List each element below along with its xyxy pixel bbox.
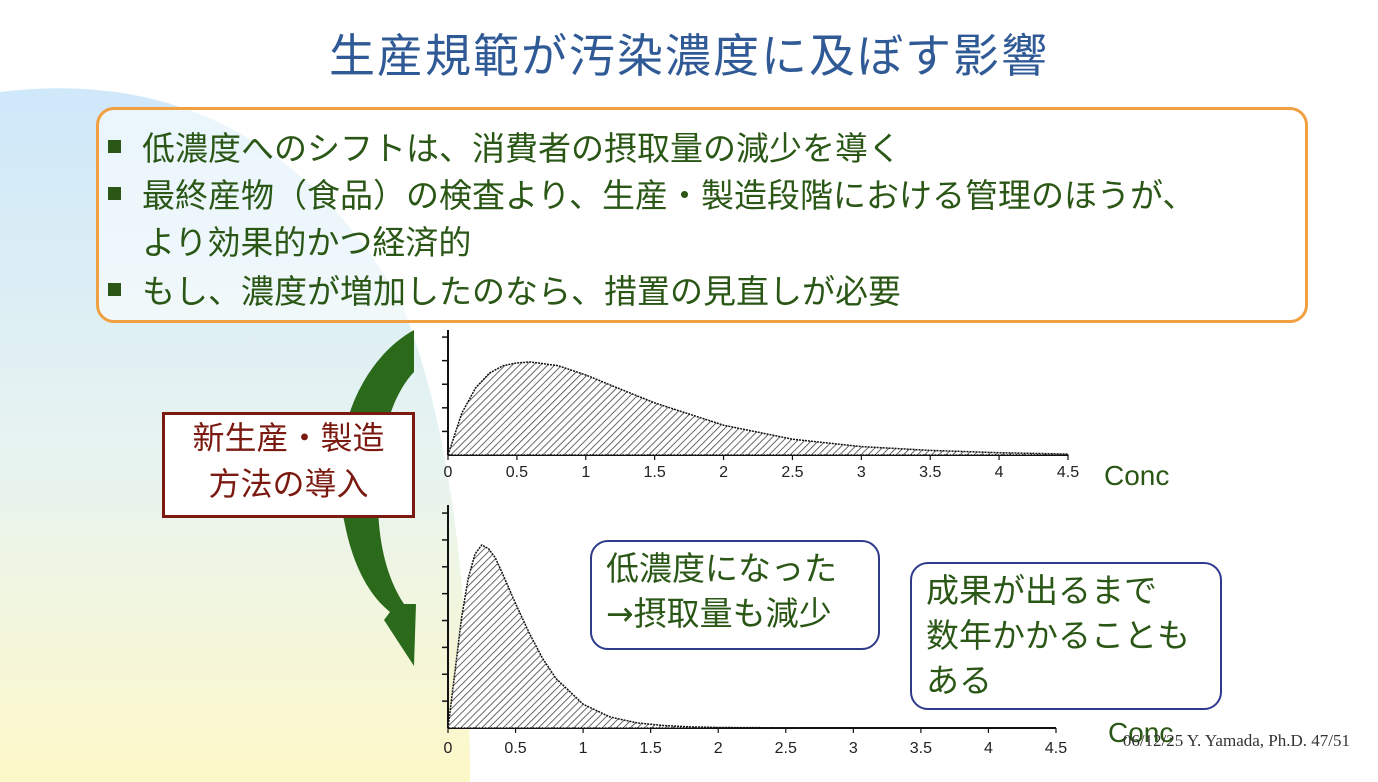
bullet-box [96,107,1308,323]
intro-box: 新生産・製造 方法の導入 [162,412,415,518]
x-tick-label: 1 [579,740,588,757]
x-tick-label: 2.5 [781,464,803,481]
note-left-line-2: →摂取量も減少 [606,594,832,633]
x-tick-label: 3 [849,740,858,757]
bullet-2: 最終産物（食品）の検査より、生産・製造段階における管理のほうが、 [142,176,1196,215]
x-tick-label: 4.5 [1057,464,1079,481]
note-right-line-1: 成果が出るまで [926,571,1157,610]
bullet-1: 低濃度へのシフトは、消費者の摂取量の減少を導く [142,129,901,168]
x-tick-label: 4 [995,464,1004,481]
x-tick-label: 2.5 [775,740,797,757]
x-tick-label: 1.5 [644,464,666,481]
x-tick-label: 1 [581,464,590,481]
x-tick-label: 3.5 [919,464,941,481]
note-right-line-3: ある [926,661,992,700]
x-tick-label: 3 [857,464,866,481]
bullet-marker [108,187,121,200]
distribution-area [447,544,854,729]
x-tick-label: 2 [719,464,728,481]
slide-footer: 06/12/25 Y. Yamada, Ph.D. 47/51 [1122,731,1350,750]
distribution-area [446,361,1069,456]
bullet-3: もし、濃度が増加したのなら、措置の見直しが必要 [142,272,901,311]
x-tick-label: 0.5 [504,740,526,757]
bullet-marker [108,283,121,296]
x-tick-label: 4 [984,740,993,757]
intro-line-1: 新生産・製造 [192,419,385,457]
intro-line-2: 方法の導入 [208,465,369,503]
x-tick-label: 1.5 [640,740,662,757]
x-axis-label: Conc [1108,717,1173,748]
x-axis-label: Conc [1104,460,1169,491]
x-tick-label: 0 [444,740,453,757]
x-tick-label: 0 [444,464,453,481]
x-tick-label: 3.5 [910,740,932,757]
x-tick-label: 4.5 [1045,740,1067,757]
note-right-line-2: 数年かかることも [926,616,1190,655]
note-right: 成果が出るまで 数年かかることも ある [910,562,1222,710]
note-left-line-1: 低濃度になった [606,549,837,588]
bullet-marker [108,140,121,153]
x-tick-label: 2 [714,740,723,757]
x-tick-label: 0.5 [506,464,528,481]
note-left: 低濃度になった →摂取量も減少 [590,540,880,650]
slide-title: 生産規範が汚染濃度に及ぼす影響 [329,29,1049,83]
bullet-2-continued: より効果的かつ経済的 [142,223,472,262]
